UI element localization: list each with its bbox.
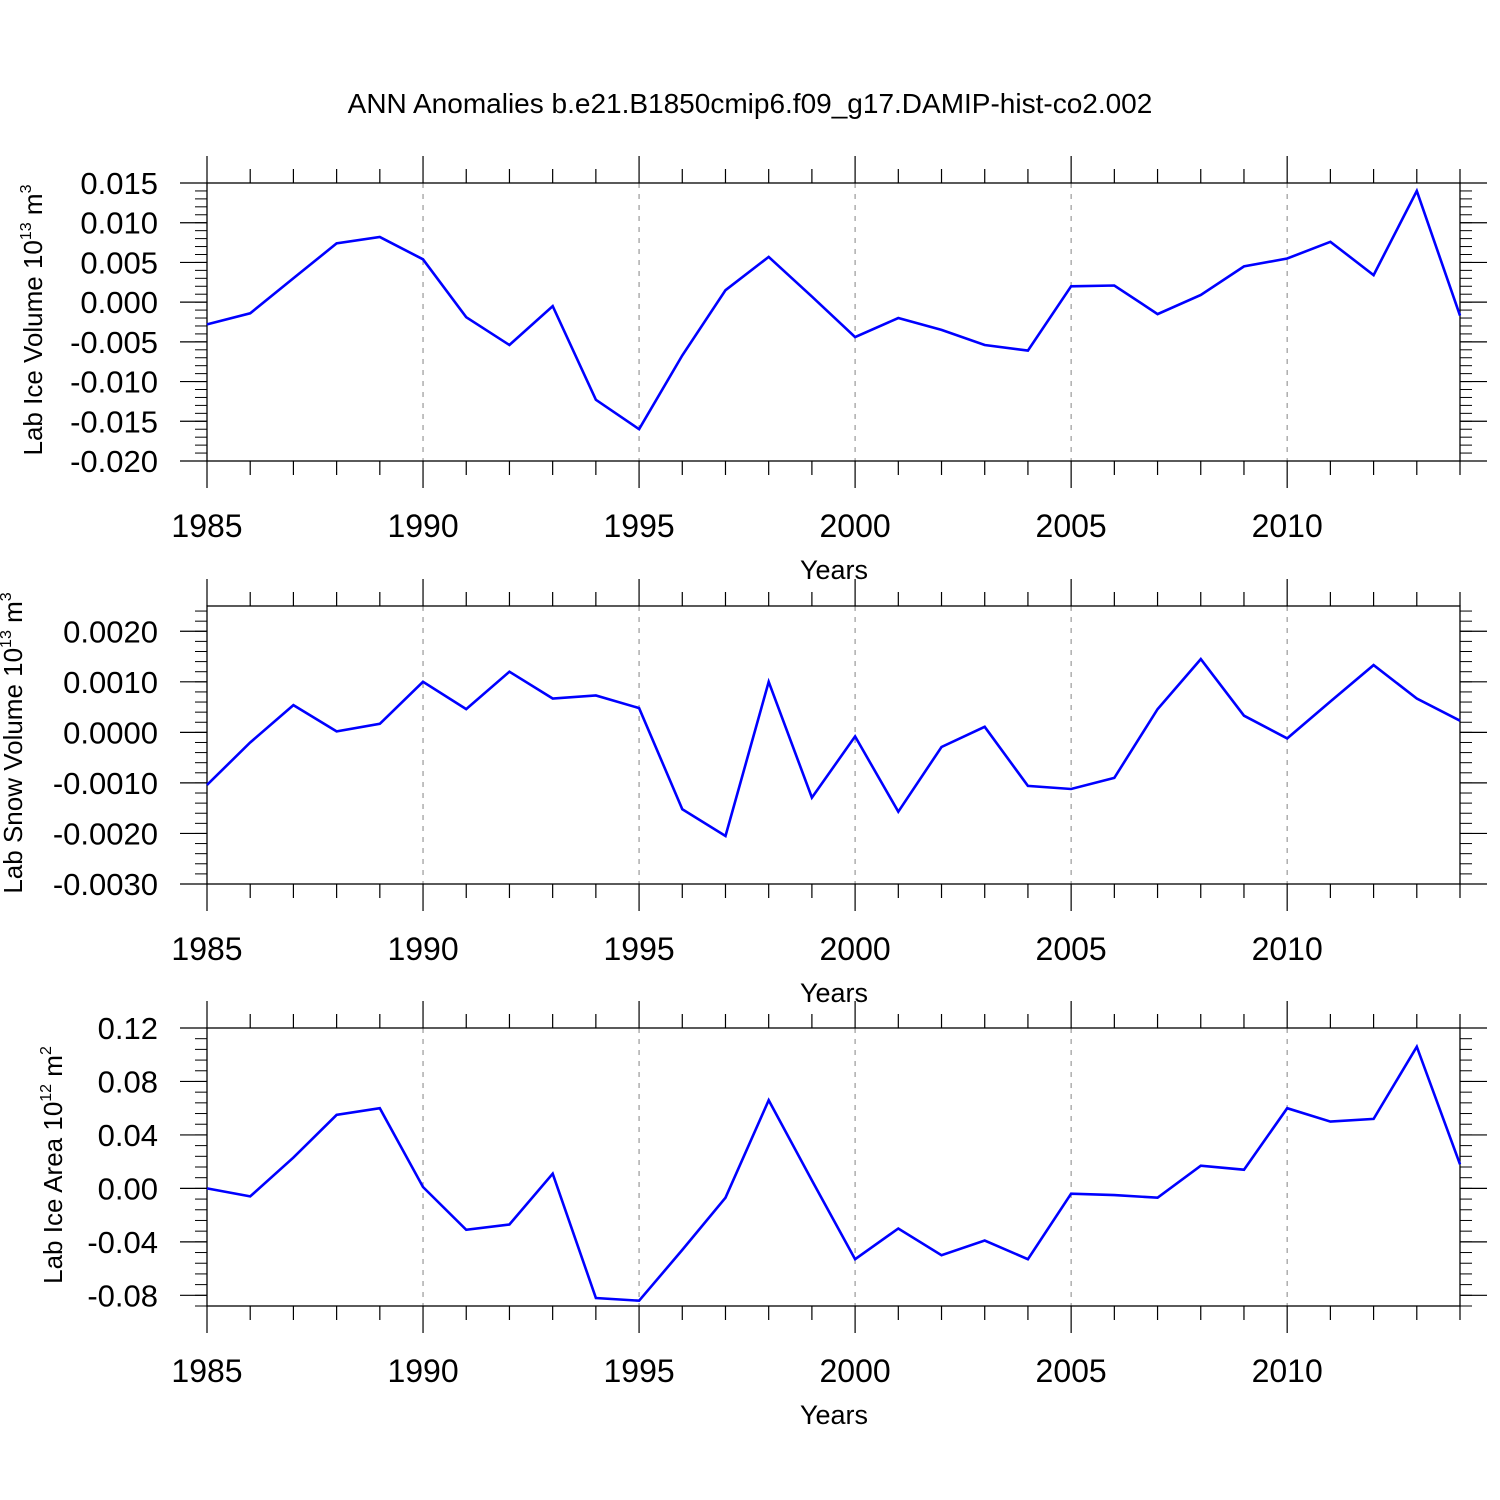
panel-2-x-tick-label: 2005 — [1036, 931, 1107, 967]
panel-1-y-tick-label: -0.005 — [70, 325, 158, 360]
panel-1-series-line — [206, 187, 1462, 432]
panel-2-y-tick-label: -0.0020 — [53, 816, 158, 851]
panel-2-x-tick-label: 2010 — [1252, 931, 1323, 967]
panel-1-x-tick-label: 1990 — [387, 508, 458, 544]
panel-1-y-tick-label: 0.000 — [80, 285, 158, 320]
panel-3-x-tick-label: 2000 — [820, 1353, 891, 1389]
panel-1-x-tick-label: 2000 — [820, 508, 891, 544]
panel-2-y-tick-label: 0.0000 — [63, 715, 158, 750]
panel-3-y-tick-label: -0.08 — [87, 1278, 158, 1313]
panel-2-x-tick-label: 1995 — [603, 931, 674, 967]
panel-2-y-tick-label: 0.0010 — [63, 665, 158, 700]
panel-2-frame — [206, 605, 1461, 885]
panel-3-x-tick-label: 2005 — [1036, 1353, 1107, 1389]
panel-3-y-axis-label: Lab Ice Area 1012 m2 — [38, 1046, 68, 1284]
panel-3-x-tick-label: 2010 — [1252, 1353, 1323, 1389]
panel-1-y-tick-label: -0.010 — [70, 365, 158, 400]
panel-1-x-tick-label: 1995 — [603, 508, 674, 544]
panel-2-x-axis-label: Years — [800, 978, 868, 1008]
panel-1-x-axis-label: Years — [800, 555, 868, 585]
panel-3-x-tick-label: 1990 — [387, 1353, 458, 1389]
panel-2-y-tick-label: -0.0010 — [53, 766, 158, 801]
panel-1-y-tick-label: -0.015 — [70, 404, 158, 439]
panel-3-y-tick-label: 0.12 — [98, 1011, 158, 1046]
panel-3-y-tick-label: -0.04 — [87, 1225, 158, 1260]
panel-2-x-tick-label: 1985 — [171, 931, 242, 967]
panel-3-series-line — [206, 1043, 1462, 1303]
panel-1-x-tick-label: 2010 — [1252, 508, 1323, 544]
panel-1-y-tick-label: -0.020 — [70, 444, 158, 479]
panel-1-x-tick-label: 2005 — [1036, 508, 1107, 544]
panel-2-y-tick-label: 0.0020 — [63, 614, 158, 649]
panel-1-y-tick-label: 0.005 — [80, 245, 158, 280]
panel-3-x-tick-label: 1985 — [171, 1353, 242, 1389]
panel-2-x-tick-label: 2000 — [820, 931, 891, 967]
panel-2-y-axis-label: Lab Snow Volume 1013 m3 — [0, 592, 28, 893]
panel-1-x-tick-label: 1985 — [171, 508, 242, 544]
panel-3-frame — [206, 1027, 1461, 1307]
panel-2-y-tick-label: -0.0030 — [53, 867, 158, 902]
panel-2-x-tick-label: 1990 — [387, 931, 458, 967]
panel-3-x-tick-label: 1995 — [603, 1353, 674, 1389]
panel-1-y-tick-label: 0.010 — [80, 206, 158, 241]
panel-3-y-tick-label: 0.04 — [98, 1118, 158, 1153]
panel-3-x-axis-label: Years — [800, 1400, 868, 1430]
panel-1-y-tick-label: 0.015 — [80, 166, 158, 201]
panel-3-y-tick-label: 0.00 — [98, 1171, 158, 1206]
panel-2-series-line — [206, 657, 1461, 839]
panel-1-y-axis-label: Lab Ice Volume 1013 m3 — [18, 184, 48, 455]
panel-3-y-tick-label: 0.08 — [98, 1064, 158, 1099]
chart-title: ANN Anomalies b.e21.B1850cmip6.f09_g17.D… — [347, 88, 1153, 119]
panel-1-frame — [206, 182, 1461, 462]
